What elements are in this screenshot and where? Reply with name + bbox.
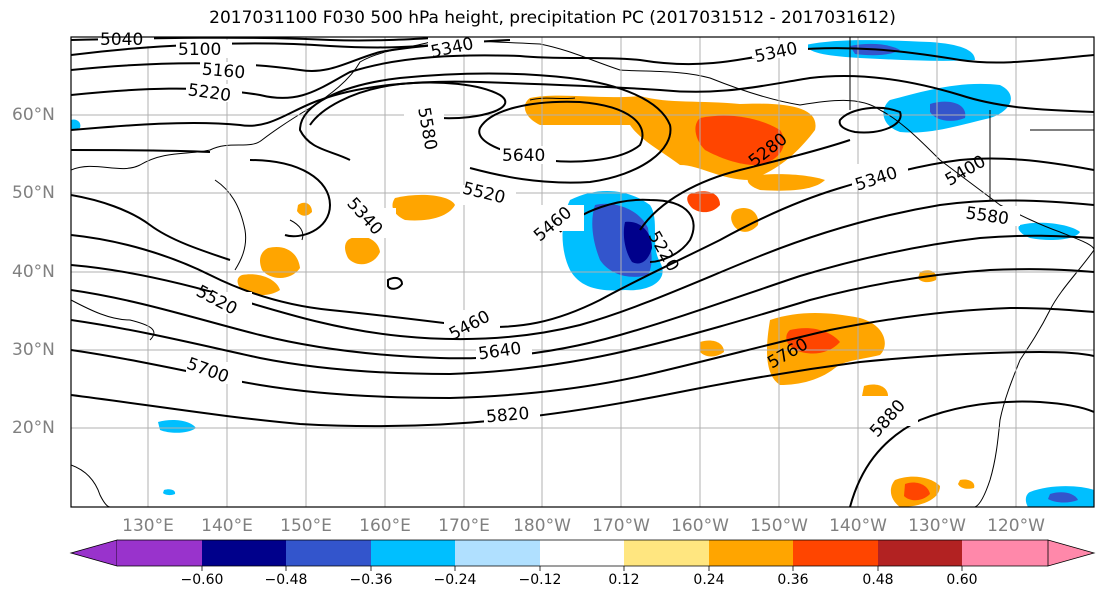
contour-label: 5100 bbox=[178, 40, 221, 60]
lon-label: 130°E bbox=[122, 516, 174, 536]
colorbar-tick-label: 0.60 bbox=[946, 572, 978, 588]
lat-label-60n: 60°N bbox=[12, 105, 55, 125]
lon-label: 160°E bbox=[359, 516, 411, 536]
colorbar-tick-label: 0.24 bbox=[693, 572, 725, 588]
colorbar-tick-label: −0.12 bbox=[518, 572, 562, 588]
lat-label-30n: 30°N bbox=[12, 340, 55, 360]
contour-label: 5040 bbox=[100, 30, 143, 50]
colorbar-tick-label: 0.12 bbox=[608, 572, 640, 588]
precip-shading bbox=[71, 40, 1094, 507]
lon-label: 120°W bbox=[987, 516, 1045, 536]
colorbar bbox=[69, 539, 1096, 571]
contour-label: 5640 bbox=[502, 146, 545, 166]
lon-label: 160°W bbox=[671, 516, 729, 536]
lon-label: 170°E bbox=[438, 516, 490, 536]
lat-label-50n: 50°N bbox=[12, 183, 55, 203]
lon-label: 150°E bbox=[280, 516, 332, 536]
lat-label-20n: 20°N bbox=[12, 418, 55, 438]
contour-label: 5820 bbox=[485, 404, 530, 428]
lon-label: 130°W bbox=[908, 516, 966, 536]
lon-label: 140°W bbox=[829, 516, 887, 536]
lon-label: 150°W bbox=[750, 516, 808, 536]
colorbar-tick-label: −0.60 bbox=[180, 572, 224, 588]
colorbar-tick-label: −0.48 bbox=[264, 572, 308, 588]
colorbar-tick-label: −0.36 bbox=[349, 572, 393, 588]
colorbar-tick-label: 0.48 bbox=[862, 572, 894, 588]
contour-label: 5160 bbox=[201, 60, 246, 84]
lon-label: 140°E bbox=[201, 516, 253, 536]
map-gridlines bbox=[71, 37, 1094, 507]
lon-label: 180°W bbox=[513, 516, 571, 536]
lon-label: 170°W bbox=[592, 516, 650, 536]
colorbar-tick-label: 0.36 bbox=[777, 572, 809, 588]
map-border bbox=[70, 36, 1095, 508]
colorbar-tick-label: −0.24 bbox=[433, 572, 477, 588]
lat-label-40n: 40°N bbox=[12, 262, 55, 282]
map-title: 2017031100 F030 500 hPa height, precipit… bbox=[209, 8, 896, 28]
